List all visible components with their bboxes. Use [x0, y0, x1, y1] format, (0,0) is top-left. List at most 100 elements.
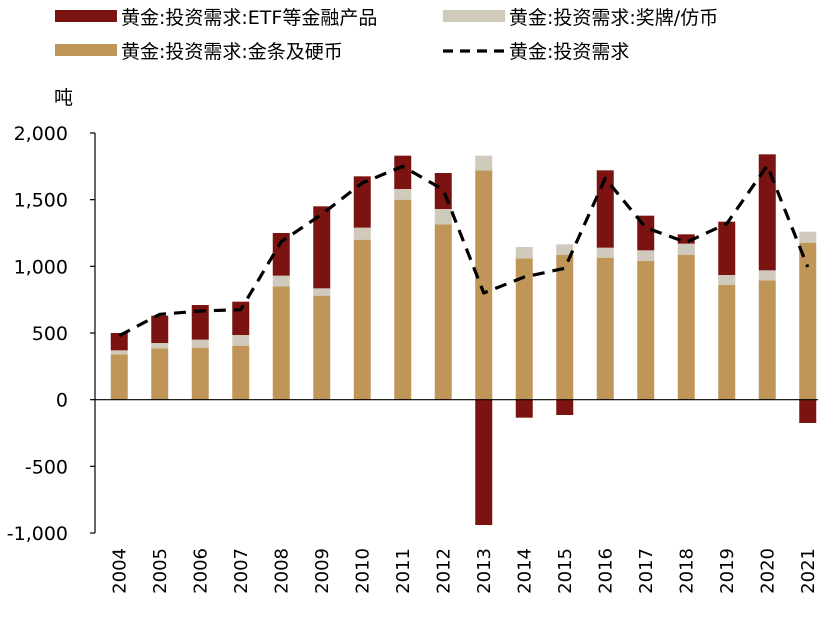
bar-medals-2013: [475, 156, 492, 171]
legend-label-etf: 黄金:投资需求:ETF等金融产品: [121, 7, 377, 29]
legend: 黄金:投资需求:ETF等金融产品 黄金:投资需求:奖牌/仿币黄金:投资需求:金条及…: [55, 7, 718, 63]
bar-etf-2011: [394, 156, 411, 189]
bar-medals-2012: [435, 209, 452, 224]
x-tick-label-2016: 2016: [595, 548, 616, 594]
bar-group-2009: [313, 206, 330, 399]
x-tick-label-2013: 2013: [474, 548, 495, 594]
bar-medals-2014: [516, 247, 533, 258]
bar-medals-2005: [151, 343, 168, 348]
legend-swatch-etf: [55, 10, 117, 22]
legend-item-bars_coins: 黄金:投资需求:金条及硬币: [55, 41, 343, 63]
bars-layer: [111, 154, 817, 525]
bar-group-2008: [273, 233, 290, 400]
x-tick-label-2005: 2005: [150, 548, 171, 594]
bar-etf-2008: [273, 233, 290, 276]
x-tick-label-2010: 2010: [352, 548, 373, 594]
bar-etf-2015: [556, 400, 573, 415]
bar-coins-2019: [718, 285, 735, 400]
y-tick-label: -1,000: [7, 523, 68, 545]
bar-coins-2013: [475, 170, 492, 399]
bar-coins-2008: [273, 286, 290, 399]
x-tick-label-2020: 2020: [757, 548, 778, 594]
bar-etf-2013: [475, 400, 492, 525]
bar-coins-2012: [435, 224, 452, 399]
x-tick-label-2011: 2011: [393, 548, 414, 594]
bar-group-2017: [637, 216, 654, 400]
y-tick-label: -500: [25, 456, 68, 478]
bar-medals-2020: [759, 270, 776, 280]
bar-coins-2020: [759, 280, 776, 399]
x-tick-label-2012: 2012: [433, 548, 454, 594]
y-tick-label: 1,500: [14, 190, 68, 212]
bar-group-2012: [435, 173, 452, 400]
bar-coins-2017: [637, 261, 654, 400]
bar-etf-2005: [151, 316, 168, 343]
x-tick-label-2018: 2018: [676, 548, 697, 594]
bar-coins-2009: [313, 296, 330, 400]
legend-swatch-bars_coins: [55, 44, 117, 56]
y-tick-label: 500: [32, 323, 68, 345]
bar-medals-2019: [718, 275, 735, 285]
x-tick-label-2021: 2021: [798, 548, 818, 594]
bar-coins-2006: [192, 348, 209, 400]
x-tick-label-2006: 2006: [190, 548, 211, 594]
y-tick-label: 0: [56, 390, 68, 412]
bar-coins-2015: [556, 255, 573, 400]
x-tick-label-2004: 2004: [109, 548, 130, 594]
bar-coins-2004: [111, 354, 128, 399]
legend-swatch-medals: [443, 10, 505, 22]
bar-medals-2011: [394, 189, 411, 200]
bar-group-2016: [597, 170, 614, 399]
bar-group-2004: [111, 333, 128, 400]
bar-medals-2017: [637, 250, 654, 261]
total-demand-line: [119, 166, 808, 336]
x-tick-label-2009: 2009: [312, 548, 333, 594]
bar-group-2007: [232, 302, 249, 400]
bar-group-2018: [678, 234, 695, 399]
bar-medals-2018: [678, 244, 695, 255]
bar-etf-2019: [718, 222, 735, 275]
bar-group-2020: [759, 154, 776, 399]
bar-group-2021: [799, 232, 816, 423]
legend-label-bars_coins: 黄金:投资需求:金条及硬币: [121, 41, 343, 63]
y-tick-label: 2,000: [14, 123, 68, 145]
bar-group-2006: [192, 305, 209, 400]
legend-item-medals: 黄金:投资需求:奖牌/仿币: [443, 7, 718, 29]
bar-coins-2011: [394, 200, 411, 400]
x-tick-label-2017: 2017: [636, 548, 657, 594]
bar-medals-2007: [232, 335, 249, 346]
bar-medals-2009: [313, 288, 330, 295]
bar-coins-2010: [354, 240, 371, 400]
x-tick-label-2008: 2008: [271, 548, 292, 594]
bar-medals-2006: [192, 340, 209, 348]
legend-item-total: 黄金:投资需求: [443, 41, 629, 63]
bar-group-2005: [151, 316, 168, 400]
bar-group-2019: [718, 222, 735, 400]
bar-medals-2010: [354, 228, 371, 240]
bar-coins-2016: [597, 258, 614, 400]
legend-label-medals: 黄金:投资需求:奖牌/仿币: [509, 7, 718, 29]
legend-label-total: 黄金:投资需求: [509, 41, 629, 63]
bar-group-2011: [394, 156, 411, 400]
x-tick-label-2014: 2014: [514, 548, 535, 594]
y-axis-unit-label: 吨: [54, 87, 73, 109]
total-line-layer: [119, 166, 808, 336]
bar-medals-2004: [111, 350, 128, 354]
legend-item-etf: 黄金:投资需求:ETF等金融产品: [55, 7, 377, 29]
bar-medals-2016: [597, 248, 614, 258]
x-tick-label-2019: 2019: [717, 548, 738, 594]
bar-group-2010: [354, 176, 371, 399]
x-tick-label-2007: 2007: [231, 548, 252, 594]
bar-etf-2014: [516, 400, 533, 418]
bar-coins-2007: [232, 346, 249, 400]
y-tick-label: 1,000: [14, 256, 68, 278]
bar-coins-2018: [678, 255, 695, 400]
bar-group-2013: [475, 156, 492, 525]
x-tick-label-2015: 2015: [555, 548, 576, 594]
bar-medals-2008: [273, 276, 290, 287]
axis-labels: -1,000 -500 0 500 1,000 1,500 2,000 2004 2005 200…: [7, 123, 818, 594]
bar-group-2014: [516, 247, 533, 418]
bar-coins-2005: [151, 348, 168, 399]
